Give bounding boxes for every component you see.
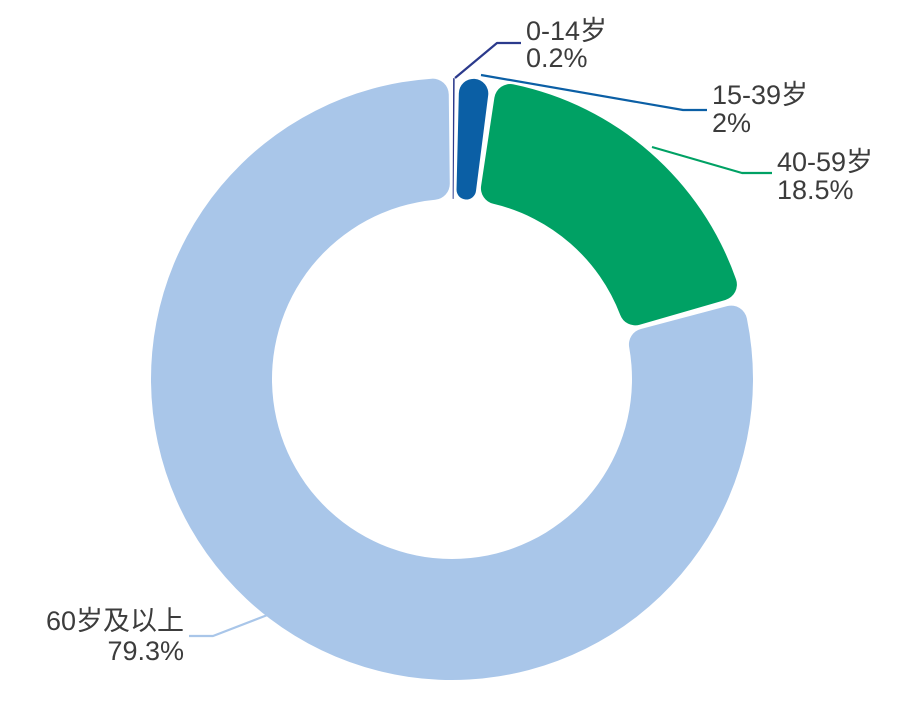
leader-line-age-60-plus <box>189 612 271 638</box>
leader-line-age-0-14 <box>454 41 521 79</box>
slice-value-label-age-60-plus: 79.3% <box>107 636 184 666</box>
leader-line-age-40-59 <box>651 145 772 175</box>
slice-category-label-age-60-plus: 60岁及以上 <box>46 606 184 636</box>
slice-category-label-age-0-14: 0-14岁 <box>526 16 607 46</box>
slice-category-label-age-40-59: 40-59岁 <box>777 147 873 177</box>
slice-value-label-age-15-39: 2% <box>712 108 751 138</box>
pie-slice-age-0-14[interactable] <box>452 78 455 200</box>
leader-line-age-15-39 <box>480 73 707 112</box>
pie-slice-age-15-39[interactable] <box>456 78 489 200</box>
slice-value-label-age-40-59: 18.5% <box>777 175 854 205</box>
pie-slice-age-60-plus[interactable] <box>151 78 754 681</box>
pie-slice-age-40-59[interactable] <box>480 84 737 326</box>
slice-category-label-age-15-39: 15-39岁 <box>712 80 808 110</box>
slice-value-label-age-0-14: 0.2% <box>526 43 588 73</box>
